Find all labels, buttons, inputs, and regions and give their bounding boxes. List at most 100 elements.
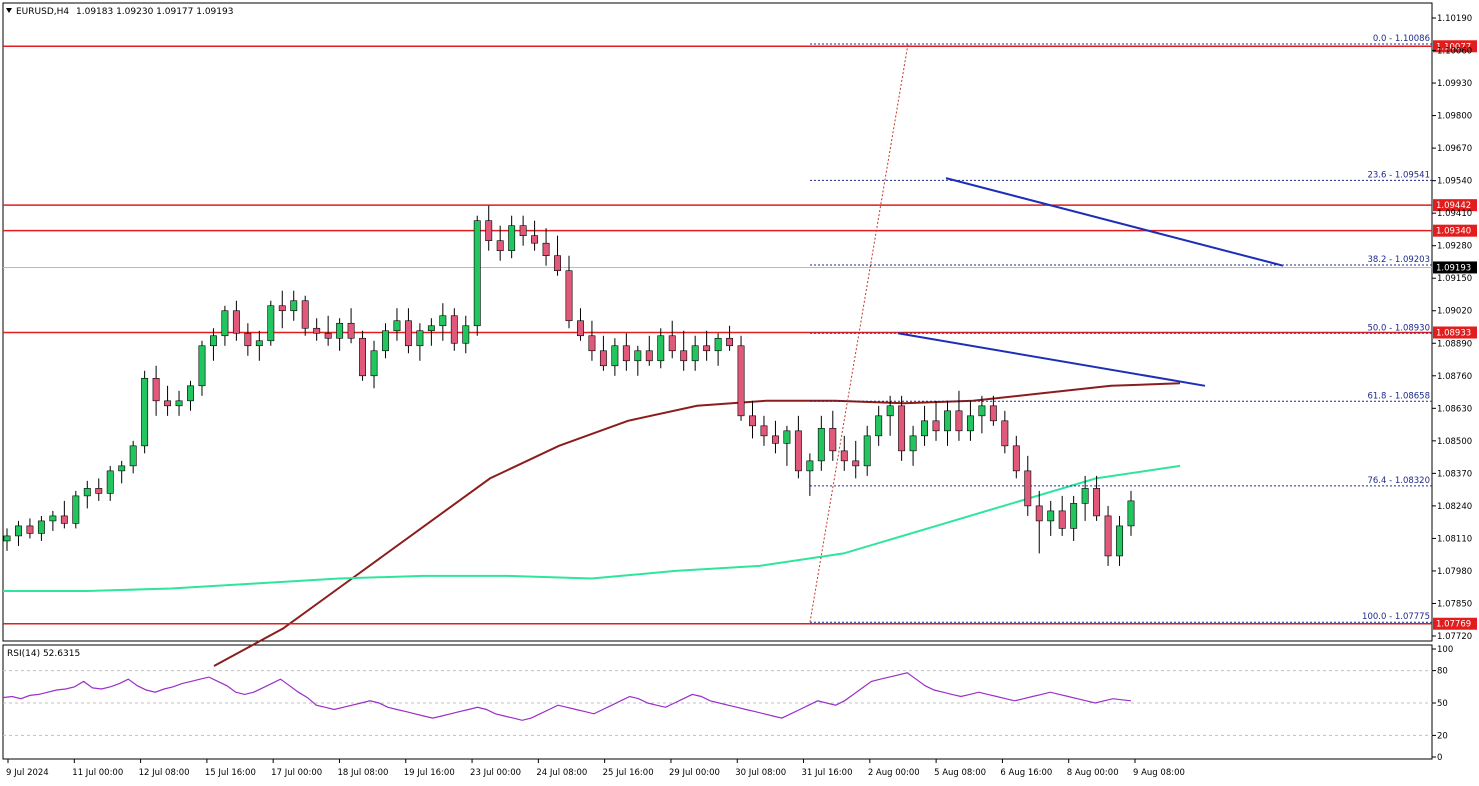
descending-trendline[interactable] bbox=[945, 177, 1284, 267]
last-price-tag bbox=[1433, 261, 1477, 274]
time-tick-label: 5 Aug 08:00 bbox=[934, 768, 986, 778]
candle-body bbox=[737, 345, 745, 417]
candle-body bbox=[370, 350, 378, 377]
candle-body bbox=[886, 405, 894, 417]
level-price-label: 1.09442 bbox=[1436, 201, 1471, 211]
candle-body bbox=[863, 435, 871, 467]
price-tick-label: 1.08760 bbox=[1437, 372, 1472, 382]
candle-body bbox=[290, 300, 298, 312]
fib-level-label: 61.8 - 1.08658 bbox=[1367, 391, 1430, 401]
candle-body bbox=[898, 405, 906, 452]
time-tick-label: 31 Jul 16:00 bbox=[802, 768, 853, 778]
level-price-tag bbox=[1433, 326, 1477, 339]
time-tick-label: 29 Jul 00:00 bbox=[669, 768, 720, 778]
triangle-down-icon[interactable] bbox=[6, 8, 12, 13]
time-tick-label: 17 Jul 00:00 bbox=[271, 768, 322, 778]
time-axis[interactable]: 9 Jul 2024 11 Jul 00:00 12 Jul 08:00 15 Jul… bbox=[6, 759, 1185, 778]
price-tick-label: 1.09670 bbox=[1437, 144, 1472, 154]
price-tick-label: 1.07980 bbox=[1437, 567, 1472, 577]
candle-body bbox=[232, 310, 240, 334]
candle-body bbox=[565, 270, 573, 322]
rsi-tick-label: 80 bbox=[1437, 667, 1448, 677]
candle-body bbox=[1047, 510, 1055, 522]
candle-body bbox=[829, 428, 837, 452]
candle-body bbox=[382, 330, 389, 352]
candle-body bbox=[152, 377, 160, 402]
candle-body bbox=[554, 255, 561, 272]
candle-body bbox=[611, 345, 619, 367]
time-tick-label: 2 Aug 00:00 bbox=[868, 768, 920, 778]
candle-body bbox=[1104, 515, 1112, 557]
price-tick-label: 1.09930 bbox=[1437, 79, 1472, 89]
time-tick-label: 8 Aug 00:00 bbox=[1067, 768, 1119, 778]
time-tick-label: 11 Jul 00:00 bbox=[72, 768, 123, 778]
candle-body bbox=[255, 340, 263, 347]
candle-body bbox=[244, 332, 252, 347]
candle-body bbox=[577, 320, 584, 337]
candle-body bbox=[840, 450, 848, 462]
candle-body bbox=[703, 345, 711, 352]
candle-body bbox=[267, 305, 275, 342]
price-tick-label: 1.08240 bbox=[1437, 502, 1472, 512]
candle-body bbox=[26, 525, 34, 534]
price-tick-label: 1.09410 bbox=[1437, 209, 1472, 219]
candle-body bbox=[1081, 488, 1089, 504]
candle-body bbox=[60, 515, 68, 524]
candle-body bbox=[806, 460, 814, 472]
price-tick-label: 1.09150 bbox=[1437, 274, 1472, 284]
candle-body bbox=[301, 300, 309, 329]
candle-body bbox=[336, 322, 344, 339]
fib-level-label: 100.0 - 1.07775 bbox=[1362, 612, 1430, 622]
price-tick-label: 1.08890 bbox=[1437, 339, 1472, 349]
candle-body bbox=[531, 235, 539, 244]
candle-body bbox=[680, 350, 688, 362]
candle-body bbox=[771, 435, 779, 444]
time-tick-label: 15 Jul 16:00 bbox=[205, 768, 256, 778]
candle-body bbox=[359, 337, 367, 377]
candle-body bbox=[599, 350, 607, 367]
level-price-label: 1.07769 bbox=[1436, 620, 1471, 630]
price-tick-label: 1.08110 bbox=[1437, 534, 1472, 544]
candle-body bbox=[427, 325, 435, 332]
candle-body bbox=[966, 415, 974, 432]
moving-average-line bbox=[3, 464, 1181, 592]
candle-body bbox=[588, 335, 596, 352]
candle-body bbox=[15, 525, 22, 537]
moving-average-line bbox=[213, 382, 1181, 667]
rsi-tick-label: 20 bbox=[1437, 731, 1448, 741]
level-price-label: 1.08933 bbox=[1436, 329, 1471, 339]
candle-body bbox=[1035, 505, 1043, 522]
rsi-tick-label: 50 bbox=[1437, 699, 1448, 709]
candle-body bbox=[450, 315, 458, 344]
candle-body bbox=[393, 320, 401, 332]
price-tick-label: 1.10190 bbox=[1437, 14, 1472, 24]
rsi-line bbox=[2, 672, 1132, 721]
fib-level-label: 0.0 - 1.10086 bbox=[1373, 34, 1430, 44]
candle-body bbox=[749, 415, 756, 427]
candle-body bbox=[714, 337, 722, 352]
support-trendline[interactable] bbox=[897, 332, 1206, 387]
level-price-label: 1.10077 bbox=[1436, 42, 1471, 52]
candle-body bbox=[668, 335, 676, 352]
candle-body bbox=[852, 460, 860, 467]
price-tick-label: 1.09540 bbox=[1437, 177, 1472, 187]
candle-body bbox=[164, 400, 172, 407]
candle-body bbox=[404, 320, 412, 347]
candle-body bbox=[416, 330, 424, 347]
candle-body bbox=[198, 345, 206, 387]
candle-body bbox=[37, 520, 45, 534]
price-axis[interactable]: 1.10190 1.10060 1.09930 1.09800 1.09670 1.095… bbox=[1432, 14, 1472, 642]
candle-body bbox=[175, 400, 183, 407]
candle-body bbox=[485, 220, 493, 241]
candle-body bbox=[817, 428, 825, 462]
candle-body bbox=[141, 377, 149, 447]
candle-body bbox=[1058, 510, 1066, 529]
time-tick-label: 18 Jul 08:00 bbox=[337, 768, 388, 778]
candle-body bbox=[783, 430, 791, 444]
candle-body bbox=[932, 420, 940, 432]
ohlc-readout: 1.09183 1.09230 1.09177 1.09193 bbox=[76, 7, 233, 17]
level-price-label: 1.09340 bbox=[1436, 227, 1471, 237]
candle-body bbox=[944, 410, 951, 432]
time-tick-label: 9 Aug 08:00 bbox=[1133, 768, 1185, 778]
